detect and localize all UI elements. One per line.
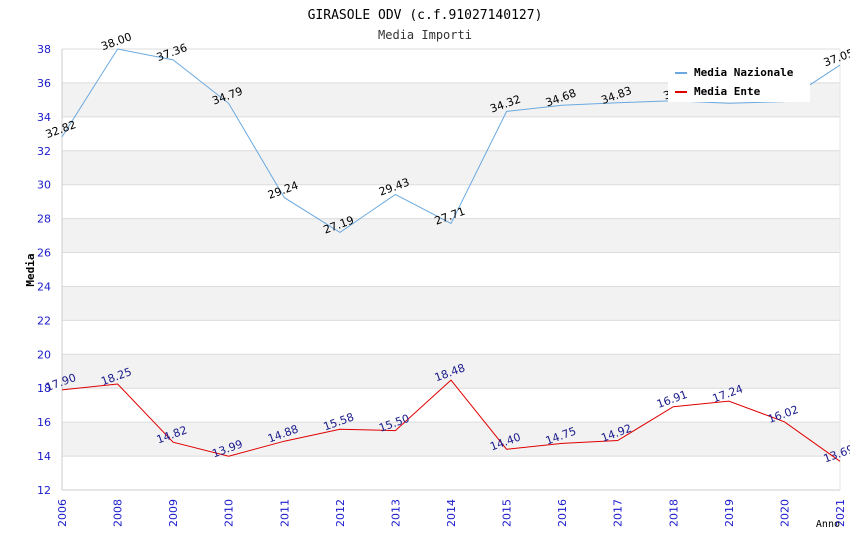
y-tick-label: 32 <box>37 145 51 158</box>
data-label: 17.90 <box>44 371 78 394</box>
y-tick-label: 30 <box>37 179 51 192</box>
y-tick-label: 26 <box>37 247 51 260</box>
y-tick-labels: 12 14 16 18 20 22 24 26 28 30 32 34 36 38 <box>37 43 51 497</box>
x-tick-label: 2012 <box>334 499 347 527</box>
x-tick-label: 2014 <box>445 499 458 527</box>
y-tick-label: 34 <box>37 111 51 124</box>
y-tick-label: 16 <box>37 416 51 429</box>
legend-label: Media Nazionale <box>694 66 794 79</box>
grid-band <box>62 422 840 457</box>
y-tick-label: 12 <box>37 484 51 497</box>
x-tick-label: 2016 <box>556 499 569 527</box>
x-tick-label: 2019 <box>723 499 736 527</box>
grid-band <box>62 354 840 389</box>
y-tick-label: 14 <box>37 450 51 463</box>
legend-box <box>668 62 810 102</box>
x-tick-labels: 2006 2008 2009 2010 2011 2012 2013 2014 2015 2016… <box>56 499 847 527</box>
series-line <box>61 379 841 462</box>
y-tick-label: 22 <box>37 314 51 327</box>
x-tick-label: 2020 <box>778 499 791 527</box>
y-tick-label: 20 <box>37 348 51 361</box>
y-tick-label: 36 <box>37 77 51 90</box>
x-tick-label: 2018 <box>667 499 680 527</box>
y-tick-label: 18 <box>37 382 51 395</box>
x-tick-label: 2015 <box>501 499 514 527</box>
y-axis-label: Media <box>24 253 37 286</box>
y-tick-label: 38 <box>37 43 51 56</box>
x-tick-label: 2011 <box>278 499 291 527</box>
legend: Media Nazionale Media Ente <box>668 62 810 102</box>
grid-band <box>62 286 840 321</box>
grid-band <box>62 218 840 253</box>
y-tick-label: 24 <box>37 280 51 293</box>
legend-label: Media Ente <box>694 85 761 98</box>
x-axis-label: Anno <box>816 519 840 530</box>
grid-band <box>62 150 840 185</box>
x-tick-label: 2021 <box>834 499 847 527</box>
axes <box>61 49 841 491</box>
x-tick-label: 2006 <box>56 499 69 527</box>
series-line <box>61 48 841 233</box>
x-tick-label: 2008 <box>112 499 125 527</box>
chart-title: GIRASOLE ODV (c.f.91027140127) <box>308 8 543 23</box>
y-tick-label: 28 <box>37 213 51 226</box>
x-tick-label: 2013 <box>389 499 402 527</box>
chart-subtitle: Media Importi <box>378 28 472 42</box>
data-label: 37.36 <box>155 41 189 64</box>
x-tick-label: 2017 <box>612 499 625 527</box>
x-tick-label: 2009 <box>167 499 180 527</box>
x-tick-label: 2010 <box>223 499 236 527</box>
data-label: 38.00 <box>99 30 133 53</box>
data-label: 37.05 <box>822 46 850 69</box>
